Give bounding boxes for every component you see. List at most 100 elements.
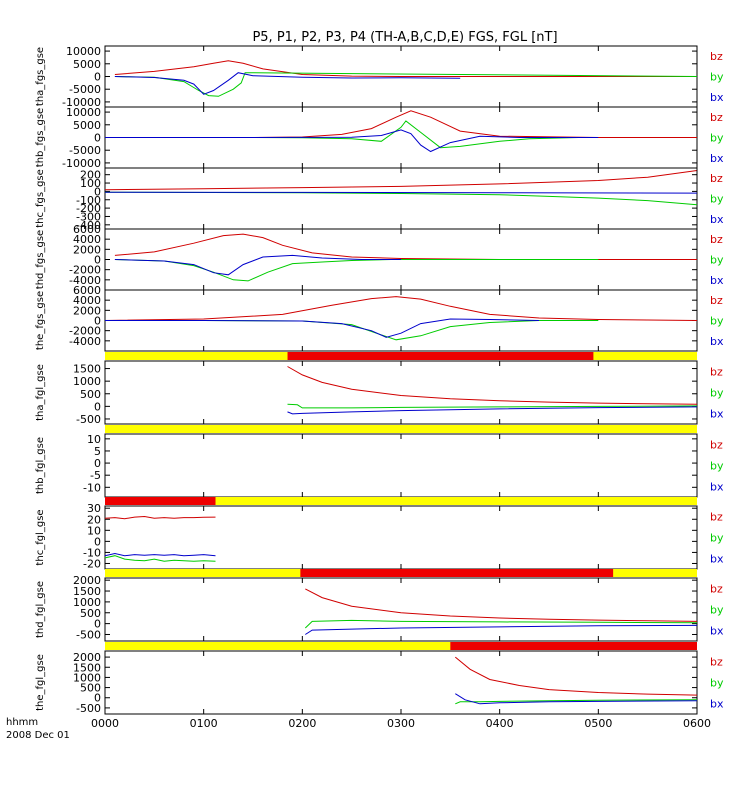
- y-tick-label: 10000: [66, 106, 101, 119]
- y-tick-label: 4000: [73, 233, 101, 246]
- y-tick-label: -10000: [62, 157, 101, 170]
- legend-label-bz: bz: [710, 111, 723, 124]
- y-axis-label: the_fgl_gse: [35, 654, 46, 711]
- panel-frame: [104, 577, 698, 642]
- y-tick-label: 0: [94, 400, 101, 413]
- x-tick-label: 0600: [683, 717, 711, 730]
- x-tick-label: 0300: [387, 717, 415, 730]
- legend-label-bx: bx: [710, 698, 724, 711]
- y-tick-label: 5000: [73, 119, 101, 132]
- series-line-bx: [114, 254, 401, 276]
- y-tick-label: 2000: [73, 243, 101, 256]
- legend-label-by: by: [710, 193, 724, 206]
- y-tick-label: -500: [76, 628, 101, 641]
- series-line-bz: [104, 515, 216, 520]
- y-tick-label: 1500: [73, 363, 101, 376]
- status-bar-active: [287, 352, 594, 360]
- y-tick-label: 0: [94, 618, 101, 631]
- series-line-bx: [104, 552, 216, 557]
- y-tick-label: 5: [94, 445, 101, 458]
- y-tick-label: 0: [94, 535, 101, 548]
- x-axis-ticks: 0000 0100 0200 0300 0400 0500 0600: [91, 46, 711, 730]
- y-tick-label: 0: [94, 457, 101, 470]
- legend-label-by: by: [710, 604, 724, 617]
- legend-label-by: by: [710, 677, 724, 690]
- legend-label-bx: bx: [710, 274, 724, 287]
- legend-label-by: by: [710, 71, 724, 84]
- y-tick-label: -200: [76, 202, 101, 215]
- legend-label-bx: bx: [710, 213, 724, 226]
- chart-title: P5, P1, P2, P3, P4 (TH-A,B,C,D,E) FGS, F…: [252, 30, 557, 45]
- y-tick-label: -20: [83, 557, 101, 570]
- legend-label-bz: bz: [710, 366, 723, 379]
- time-unit-label: hhmm: [6, 717, 38, 728]
- legend-label-bz: bz: [710, 50, 723, 63]
- y-tick-label: 5000: [73, 58, 101, 71]
- y-tick-label: 6000: [73, 223, 101, 236]
- y-axis-label: thc_fgs_gse: [35, 169, 46, 228]
- y-tick-label: 0: [94, 132, 101, 145]
- series-line-bz: [114, 233, 697, 260]
- status-bar: [105, 642, 697, 650]
- y-tick-label: -4000: [69, 335, 101, 348]
- y-tick-label: -4000: [69, 274, 101, 287]
- y-axis-label: thd_fgs_gse: [35, 230, 46, 289]
- legend-label-by: by: [710, 460, 724, 473]
- y-tick-label: -500: [76, 702, 101, 715]
- y-tick-label: 0: [94, 315, 101, 328]
- series-line-bx: [105, 318, 540, 338]
- series-line-bz: [114, 60, 697, 77]
- y-tick-label: 4000: [73, 294, 101, 307]
- y-tick-label: -500: [76, 413, 101, 426]
- y-tick-label: 2000: [73, 574, 101, 587]
- panel-frame: [104, 360, 698, 425]
- series-line-bx: [287, 406, 698, 415]
- legend-label-bx: bx: [710, 91, 724, 104]
- y-tick-label: 0: [94, 692, 101, 705]
- y-tick-label: 0: [94, 254, 101, 267]
- series-line-bx: [104, 191, 698, 194]
- series-line-bz: [104, 296, 698, 321]
- y-tick-label: 1000: [73, 671, 101, 684]
- y-tick-label: 500: [80, 388, 101, 401]
- series-line-by: [104, 555, 216, 562]
- y-tick-label: -5: [90, 469, 101, 482]
- series-line-by: [114, 259, 599, 282]
- y-tick-label: 0: [94, 185, 101, 198]
- y-tick-label: -10: [83, 546, 101, 559]
- legend-label-bx: bx: [710, 481, 724, 494]
- series-line-bz: [454, 656, 698, 696]
- y-tick-label: 10: [87, 524, 101, 537]
- y-tick-label: 2000: [73, 304, 101, 317]
- y-tick-label: 6000: [73, 284, 101, 297]
- legend-label-bx: bx: [710, 625, 724, 638]
- y-tick-label: 500: [80, 607, 101, 620]
- status-bar: [105, 425, 697, 433]
- y-axis-label: thb_fgl_gse: [35, 437, 46, 494]
- legend-label-bx: bx: [710, 152, 724, 165]
- panel-frame: [104, 505, 698, 570]
- series-line-bz: [305, 588, 698, 622]
- y-axis-label: tha_fgl_gse: [35, 364, 46, 421]
- series-line-bx: [114, 72, 461, 95]
- y-tick-label: 0: [94, 71, 101, 84]
- x-tick-label: 0500: [584, 717, 612, 730]
- legend-label-bz: bz: [710, 583, 723, 596]
- legend-label-by: by: [710, 532, 724, 545]
- legend-label-bz: bz: [710, 511, 723, 524]
- date-label: 2008 Dec 01: [6, 730, 70, 741]
- x-tick-label: 0200: [288, 717, 316, 730]
- status-bar-active: [300, 569, 614, 577]
- series-line-by: [455, 699, 698, 705]
- legend-label-bz: bz: [710, 233, 723, 246]
- series-line-by: [104, 191, 698, 206]
